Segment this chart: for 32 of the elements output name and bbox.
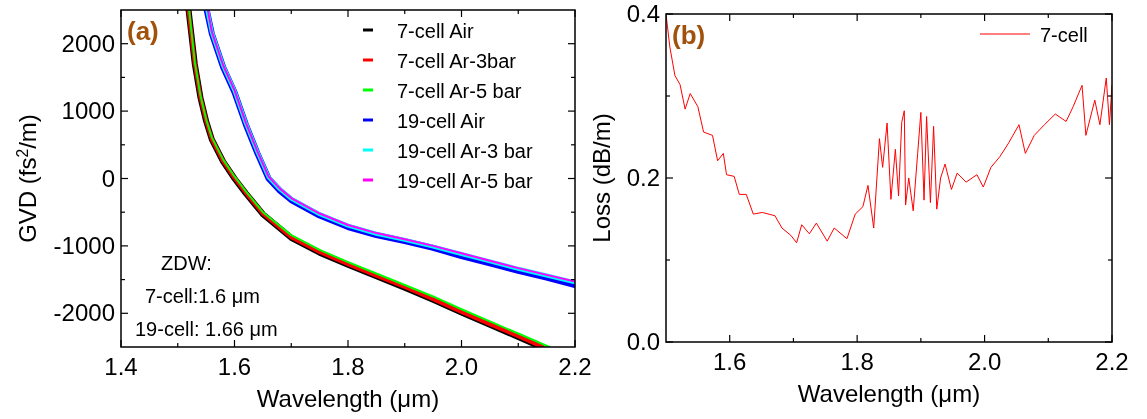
- x-tick-label: 1.8: [840, 348, 874, 375]
- annotation: ZDW:: [161, 252, 212, 274]
- x-tick-label: 1.6: [217, 353, 252, 380]
- x-tick-label: 2.2: [558, 353, 592, 380]
- x-tick-label: 1.4: [104, 353, 138, 380]
- x-tick-label: 2.2: [1095, 348, 1129, 375]
- y-tick-label: 0.4: [626, 0, 660, 27]
- x-tick-label: 1.6: [713, 348, 747, 375]
- legend-label: 7-cell Ar-3bar: [397, 50, 517, 72]
- x-tick-label: 2.0: [444, 353, 479, 380]
- annotation: (a): [127, 16, 159, 46]
- legend-label: 7-cell Air: [397, 20, 475, 42]
- y-tick-label: 2000: [61, 29, 115, 57]
- legend-label: 19-cell Ar-5 bar: [397, 170, 533, 192]
- x-axis-title: Wavelength (μm): [797, 380, 981, 407]
- x-tick-label: 2.0: [967, 348, 1002, 375]
- annotation: 19-cell: 1.66 μm: [135, 318, 278, 340]
- y-tick-label: -1000: [53, 231, 115, 259]
- y-tick-label: 0.0: [626, 328, 660, 355]
- legend-label: 19-cell Ar-3 bar: [397, 140, 533, 162]
- y-tick-label: 0: [101, 164, 115, 192]
- y-axis-title: Loss (dB/m): [588, 113, 615, 243]
- y-tick-label: 0.2: [626, 164, 660, 191]
- annotation: (b): [672, 20, 706, 50]
- legend-label: 7-cell Ar-5 bar: [397, 80, 522, 102]
- y-tick-label: -2000: [53, 299, 115, 327]
- annotation: 7-cell:1.6 μm: [145, 285, 260, 307]
- y-tick-label: 1000: [61, 97, 115, 125]
- legend-label: 19-cell Air: [397, 110, 486, 132]
- legend-label: 7-cell: [1040, 24, 1088, 46]
- x-tick-label: 1.8: [331, 353, 365, 380]
- x-axis-title: Wavelength (μm): [256, 385, 440, 412]
